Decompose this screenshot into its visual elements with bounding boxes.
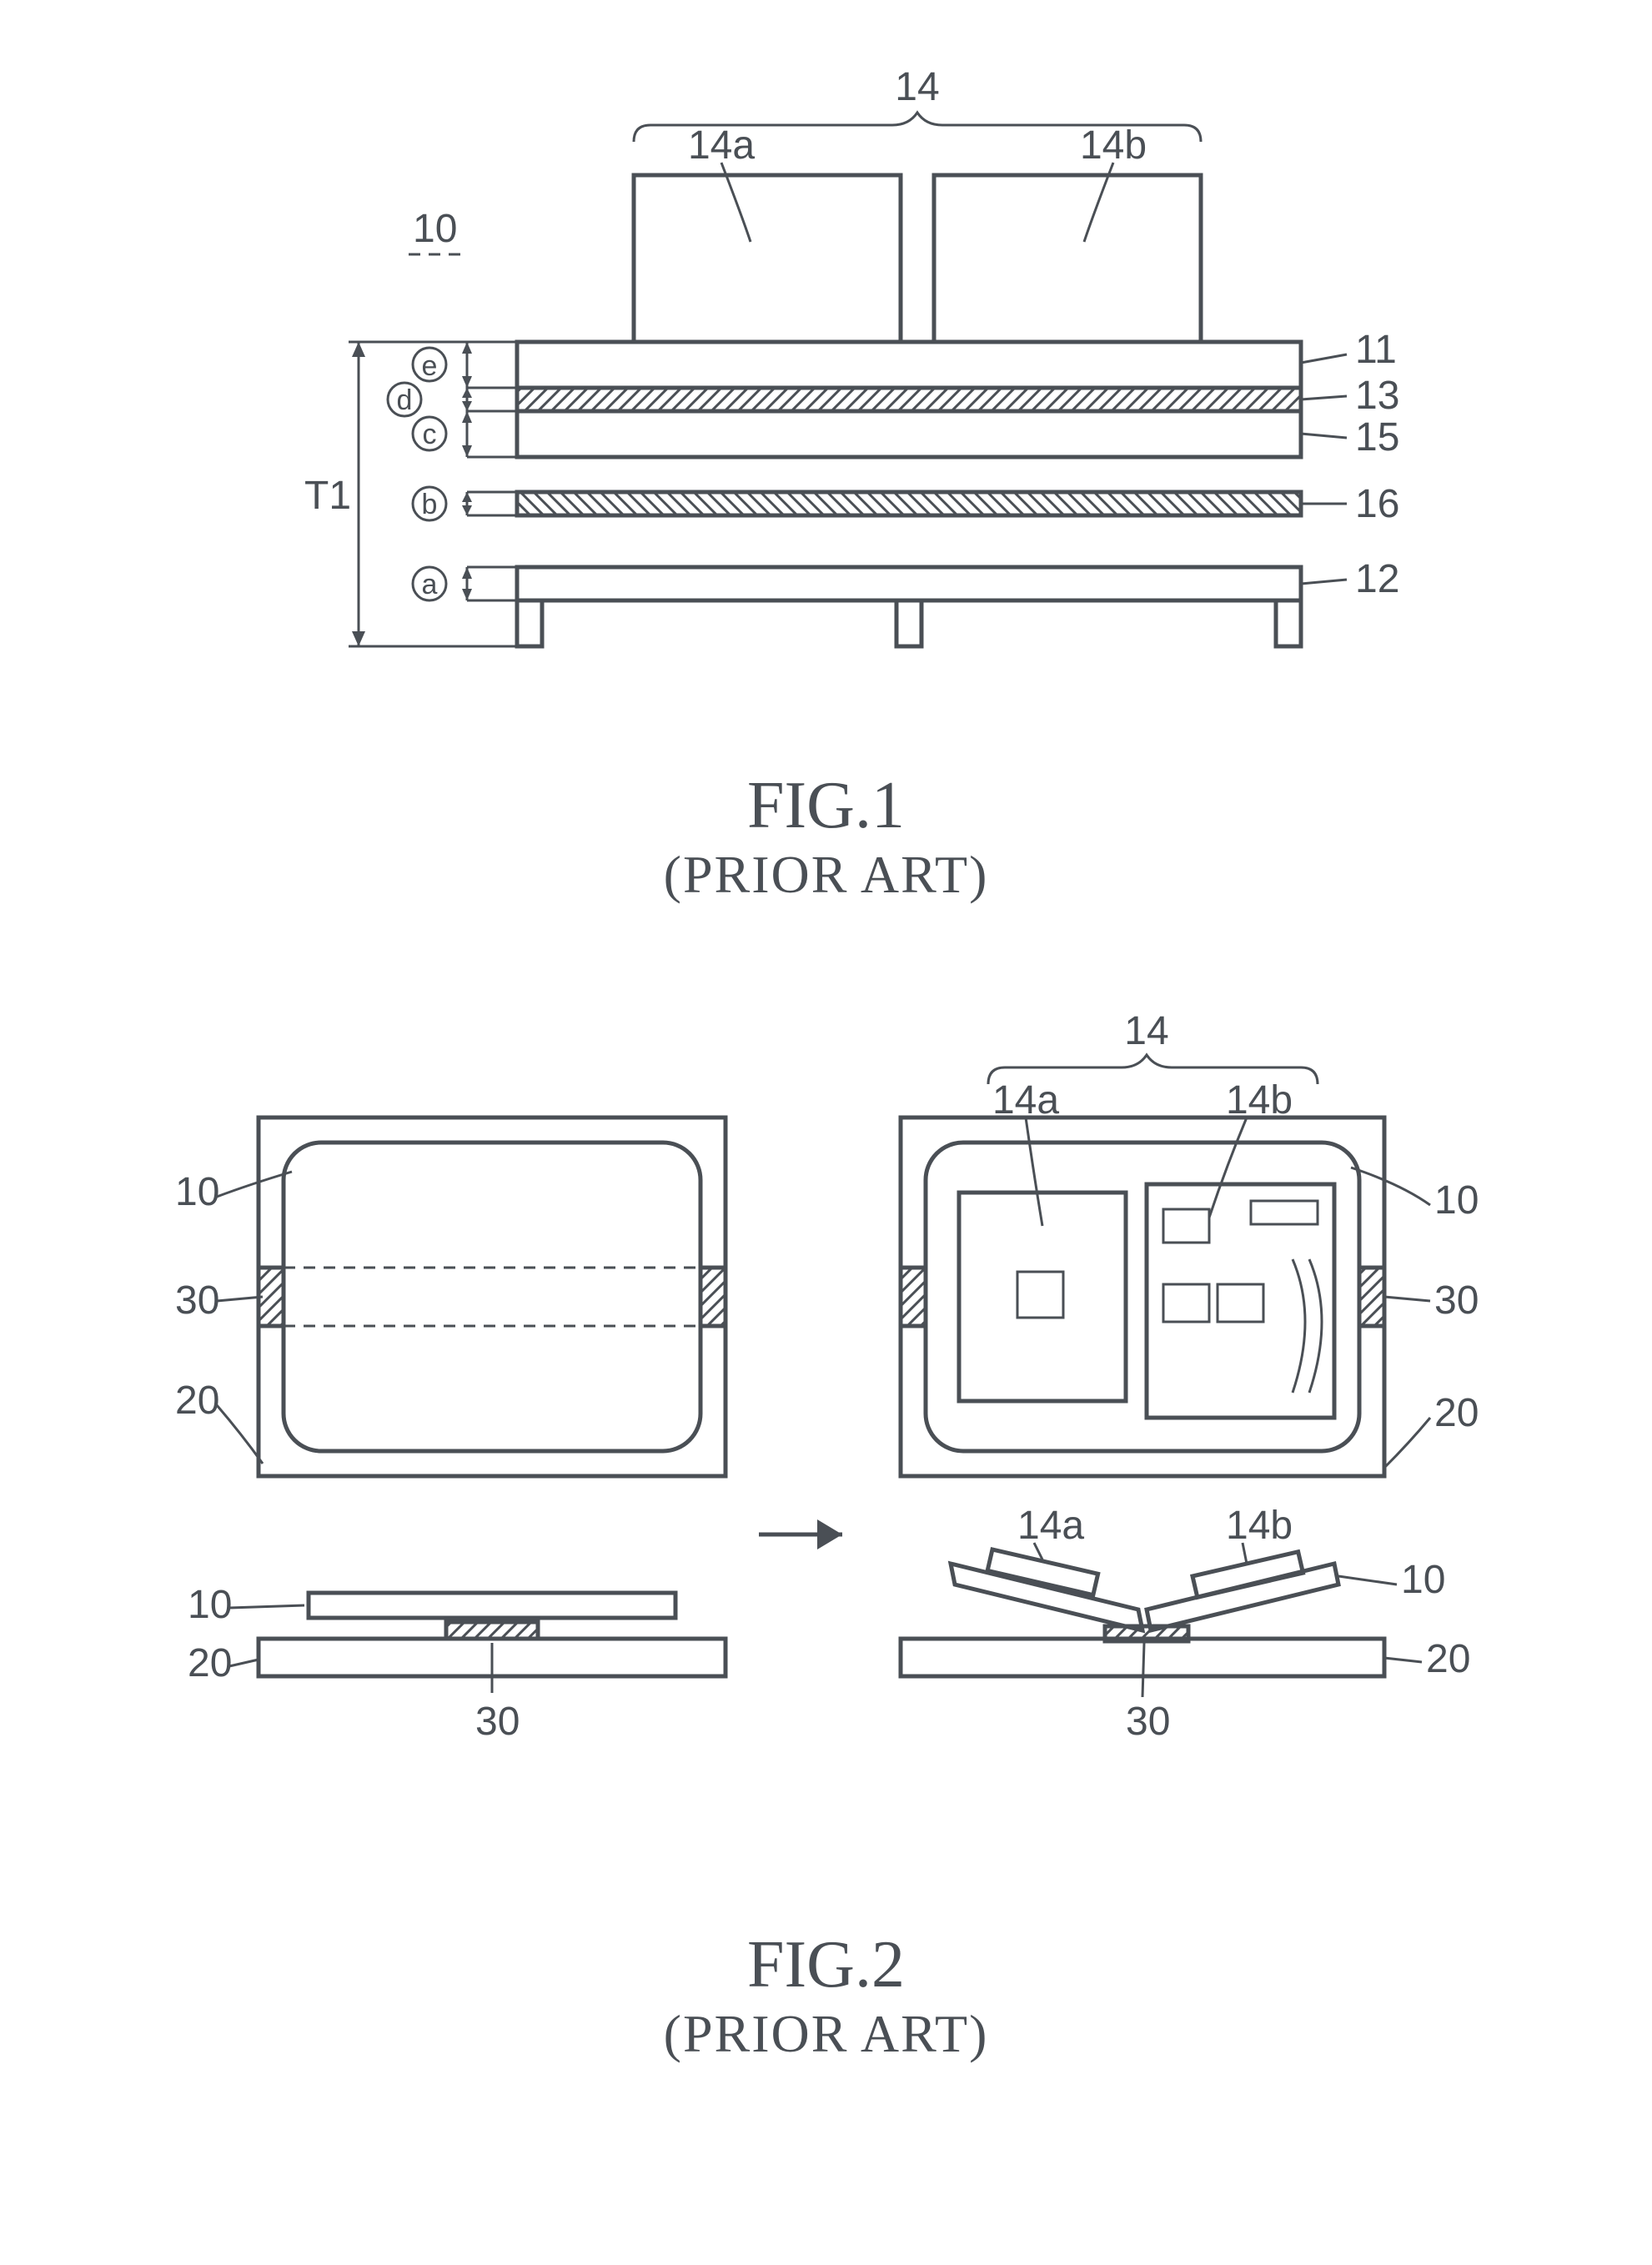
fig2-caption: FIG.2 (PRIOR ART) xyxy=(0,1926,1652,2065)
label-14b: 14b xyxy=(1080,123,1147,168)
label-13: 13 xyxy=(1355,374,1399,418)
label-14a: 14a xyxy=(688,123,755,168)
rs-10: 10 xyxy=(1401,1558,1445,1602)
label-10: 10 xyxy=(413,207,457,251)
l-10: 10 xyxy=(175,1170,219,1214)
figure-2: 10 30 20 10 20 30 xyxy=(117,1009,1534,1885)
dim-b: b xyxy=(413,487,472,520)
rt-30: 30 xyxy=(1434,1278,1479,1323)
fig2-title: FIG.2 xyxy=(0,1926,1652,2003)
rs-14b: 14b xyxy=(1226,1504,1293,1548)
fig1-caption: FIG.1 (PRIOR ART) xyxy=(0,767,1652,906)
r-14b: 14b xyxy=(1226,1078,1293,1122)
svg-text:a: a xyxy=(422,569,438,600)
rt-20: 20 xyxy=(1434,1391,1479,1435)
fig2-right-top xyxy=(901,1117,1384,1476)
fig1-title: FIG.1 xyxy=(0,767,1652,844)
label-11: 11 xyxy=(1355,328,1397,372)
fig2-sub: (PRIOR ART) xyxy=(0,2003,1652,2065)
label-T1: T1 xyxy=(304,474,351,518)
page: 14 14a 14b 10 11 13 15 xyxy=(0,0,1652,2265)
dim-a: a xyxy=(413,567,472,600)
ls-20: 20 xyxy=(188,1641,232,1685)
fig1-sub: (PRIOR ART) xyxy=(0,844,1652,906)
figure-1: 14 14a 14b 10 11 13 15 xyxy=(242,67,1409,734)
l-30: 30 xyxy=(175,1278,219,1323)
label-15: 15 xyxy=(1355,415,1399,460)
rs-14a: 14a xyxy=(1017,1504,1084,1548)
svg-text:e: e xyxy=(422,350,438,382)
rt-10: 10 xyxy=(1434,1178,1479,1223)
fig2-left-top xyxy=(259,1117,726,1476)
ls-10: 10 xyxy=(188,1583,232,1627)
rs-20: 20 xyxy=(1426,1637,1470,1681)
label-14: 14 xyxy=(895,67,939,109)
l-20: 20 xyxy=(175,1379,219,1423)
dim-d: d xyxy=(388,383,472,416)
dim-e: e xyxy=(413,342,472,388)
dim-c: c xyxy=(413,411,472,457)
label-16: 16 xyxy=(1355,482,1399,526)
r-14a: 14a xyxy=(992,1078,1059,1122)
label-12: 12 xyxy=(1355,557,1399,601)
svg-text:c: c xyxy=(423,419,437,450)
r-14: 14 xyxy=(1124,1009,1168,1053)
svg-text:b: b xyxy=(422,489,438,520)
rs-30: 30 xyxy=(1126,1700,1170,1744)
svg-text:d: d xyxy=(397,384,413,416)
ls-30: 30 xyxy=(475,1700,520,1744)
transition-arrow xyxy=(759,1519,842,1549)
